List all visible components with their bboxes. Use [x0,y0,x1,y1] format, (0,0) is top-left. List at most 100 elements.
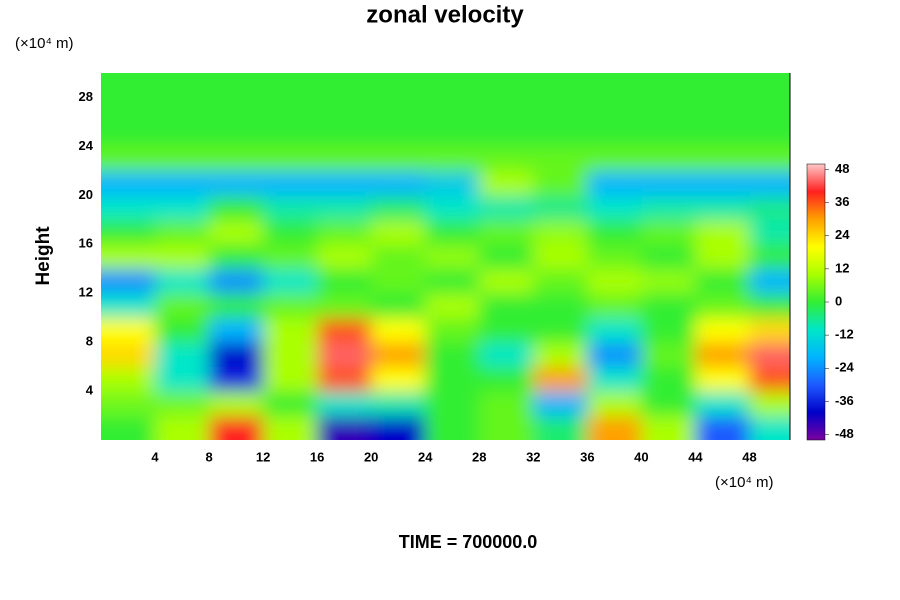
field-cell [101,293,156,319]
field-cell [695,121,750,147]
field-cell [425,268,480,294]
x-tick-label: 36 [580,449,594,464]
field-cell [533,268,588,294]
field-cell [209,195,264,221]
field-cell [317,244,372,270]
field-cell [533,415,588,440]
field-cell [587,391,642,417]
field-cell [263,244,318,270]
chart-title: zonal velocity [366,1,524,28]
field-cell [641,121,696,147]
field-cell [209,244,264,270]
field-cell [641,73,696,98]
field-cell [317,170,372,196]
field-cell [749,219,790,245]
y-unit: (×10⁴ m) [15,35,74,52]
field-cell [641,366,696,392]
field-cell [749,121,790,147]
field-cell [371,317,426,343]
field-cell [641,244,696,270]
field-cell [317,146,372,172]
field-cell [155,195,210,221]
field-cell [749,170,790,196]
field-cell [209,342,264,368]
field-cell [695,366,750,392]
field-cell [587,244,642,270]
field-cell [263,317,318,343]
field-cell [263,97,318,123]
field-cell [155,97,210,123]
field-cell [479,219,534,245]
field-cell [155,121,210,147]
field-cell [587,342,642,368]
field-cell [587,195,642,221]
x-tick-label: 44 [688,449,703,464]
field-cell [425,391,480,417]
field-cell [101,391,156,417]
field-cell [425,170,480,196]
field-cell [101,244,156,270]
field-cell [155,366,210,392]
field-cell [317,219,372,245]
field-cell [533,244,588,270]
field-cell [371,97,426,123]
field-cell [371,415,426,440]
field-cell [695,293,750,319]
field-cell [749,244,790,270]
field-cell [749,366,790,392]
field-cell [425,195,480,221]
field-cell [641,415,696,440]
field-cell [641,268,696,294]
field-cell [479,415,534,440]
field-cell [371,121,426,147]
field-cell [641,195,696,221]
field-cell [587,97,642,123]
field-cell [425,73,480,98]
field-cell [209,415,264,440]
field-cell [101,219,156,245]
field-cell [263,268,318,294]
colorbar-tick-label: -36 [835,393,854,408]
field-cell [371,219,426,245]
field-cell [425,244,480,270]
field-cell [641,293,696,319]
field-cell [101,268,156,294]
field-cell [101,146,156,172]
field-cell [209,391,264,417]
field-cell [479,121,534,147]
field-cell [209,268,264,294]
field-cell [155,73,210,98]
field-cell [587,121,642,147]
field-cell [155,219,210,245]
y-axis-label: Height [33,226,54,286]
field-cell [695,170,750,196]
field-cell [479,268,534,294]
field-cell [533,391,588,417]
field-cell [749,73,790,98]
field-cell [695,317,750,343]
field-cell [695,342,750,368]
field-cell [317,415,372,440]
x-tick-label: 16 [310,449,324,464]
colorbar-tick-label: 36 [835,194,849,209]
time-annotation: TIME = 700000.0 [399,532,538,552]
field-cell [263,121,318,147]
field-cell [263,170,318,196]
y-tick-label: 8 [86,334,93,349]
field-cell [479,195,534,221]
x-tick-label: 48 [742,449,756,464]
field-cell [749,415,790,440]
field-cell [479,342,534,368]
colorbar-tick-label: -24 [835,360,855,375]
field-cell [749,342,790,368]
field [101,73,790,440]
field-cell [695,268,750,294]
field-cell [371,342,426,368]
field-cell [533,317,588,343]
field-cell [533,170,588,196]
field-cell [101,121,156,147]
field-cell [425,366,480,392]
field-cell [263,73,318,98]
field-cell [479,293,534,319]
x-unit: (×10⁴ m) [715,474,774,491]
